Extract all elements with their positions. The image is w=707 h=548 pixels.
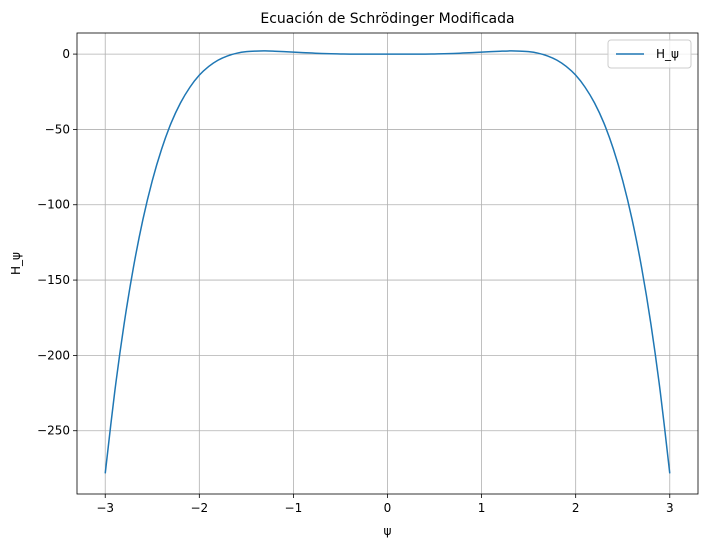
x-axis-label: ψ [384,524,392,538]
series-layer [104,50,671,474]
y-tick-label: −100 [37,198,70,212]
legend-box [607,39,692,69]
plot-frame [76,32,699,495]
ticks: −3 −2 −1 0 1 2 3 0 −50 −100 −150 −200 −250 [37,47,674,515]
y-tick-label: −50 [45,122,70,136]
x-tick-label: 0 [384,501,392,515]
x-tick-label: 2 [572,501,580,515]
chart-title: Ecuación de Schrödinger Modificada [260,11,514,27]
x-tick-label: −1 [285,501,303,515]
legend: H_ψ [607,39,692,69]
y-tick-label: −250 [37,424,70,438]
y-tick-label: −200 [37,348,70,362]
series-line [104,50,671,474]
y-tick-label: −150 [37,273,70,287]
x-tick-label: 1 [478,501,486,515]
y-axis-label: H_ψ [9,252,23,275]
grid [77,33,698,494]
x-tick-label: −3 [96,501,114,515]
x-tick-label: 3 [666,501,674,515]
legend-label: H_ψ [656,47,679,61]
x-tick-label: −2 [190,501,208,515]
y-tick-label: 0 [62,47,70,61]
